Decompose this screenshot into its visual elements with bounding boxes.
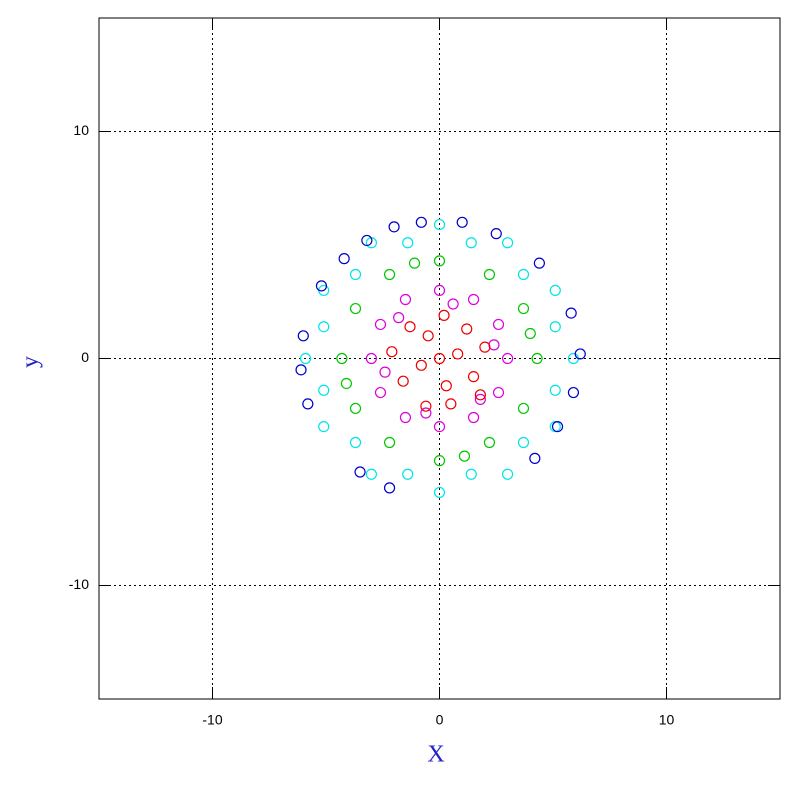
point (388, 221, 400, 233)
point (383, 436, 396, 449)
point (465, 468, 477, 480)
point (502, 352, 514, 365)
point (517, 436, 530, 449)
point (474, 393, 486, 405)
point (420, 400, 432, 412)
point (318, 384, 330, 396)
point (549, 421, 561, 433)
point (551, 421, 564, 433)
point (483, 268, 496, 281)
x-tick-label: -10 (202, 712, 222, 728)
point (318, 421, 330, 433)
point (336, 352, 348, 365)
point (490, 228, 502, 240)
point (415, 216, 427, 228)
point (402, 468, 414, 480)
x-tick-label: 10 (659, 712, 675, 728)
point (479, 341, 491, 353)
y-tick-label: 10 (73, 122, 89, 138)
point (465, 237, 477, 249)
point (349, 302, 362, 315)
point (447, 298, 459, 310)
point (318, 321, 330, 333)
point (408, 257, 421, 269)
point (349, 268, 362, 281)
point (399, 293, 412, 306)
point (531, 352, 543, 365)
y-tick-label: -10 (69, 576, 89, 592)
point (502, 237, 514, 249)
point (438, 309, 450, 321)
point (383, 482, 396, 494)
point (404, 321, 416, 333)
point (529, 452, 541, 464)
point (467, 411, 480, 424)
point (433, 455, 446, 467)
point (567, 386, 580, 399)
point (458, 450, 471, 462)
point (549, 384, 561, 396)
point (338, 253, 350, 265)
y-tick-label: 0 (81, 349, 89, 365)
point (492, 318, 505, 331)
point (302, 398, 314, 410)
point (549, 321, 561, 333)
point (533, 257, 545, 269)
point (397, 375, 409, 387)
point (517, 402, 530, 415)
point (502, 468, 514, 480)
point (361, 234, 373, 247)
point (492, 386, 505, 399)
point (383, 268, 396, 281)
point (433, 284, 446, 296)
point (440, 380, 452, 392)
point (549, 284, 561, 296)
point (433, 218, 446, 231)
point (433, 352, 446, 365)
point (374, 318, 387, 331)
point (452, 348, 464, 360)
point (415, 359, 427, 371)
point (420, 407, 432, 419)
point (365, 468, 377, 480)
point (445, 398, 457, 410)
point (524, 327, 536, 340)
x-tick-label: 0 (436, 712, 444, 728)
point (456, 216, 468, 228)
point (349, 402, 362, 415)
point (354, 466, 366, 478)
point (433, 255, 446, 267)
point (517, 302, 530, 315)
x-axis-title: X (427, 742, 444, 768)
point (386, 346, 398, 358)
point (393, 312, 405, 324)
point (315, 280, 328, 292)
point (433, 486, 446, 499)
point (483, 436, 496, 449)
point (349, 436, 362, 449)
point (402, 237, 414, 249)
point (399, 411, 412, 424)
point (488, 339, 500, 351)
point (433, 421, 446, 433)
point (467, 293, 480, 306)
point (474, 389, 486, 401)
point (574, 348, 586, 360)
y-axis-title: y (18, 356, 44, 368)
point (374, 386, 387, 399)
point (295, 364, 307, 376)
point (365, 352, 377, 365)
point (340, 377, 353, 390)
point (422, 330, 434, 342)
point (461, 323, 473, 335)
point (517, 268, 530, 281)
point (379, 366, 391, 378)
point (299, 352, 312, 365)
point (467, 371, 480, 383)
point (565, 307, 577, 319)
point (297, 330, 309, 342)
